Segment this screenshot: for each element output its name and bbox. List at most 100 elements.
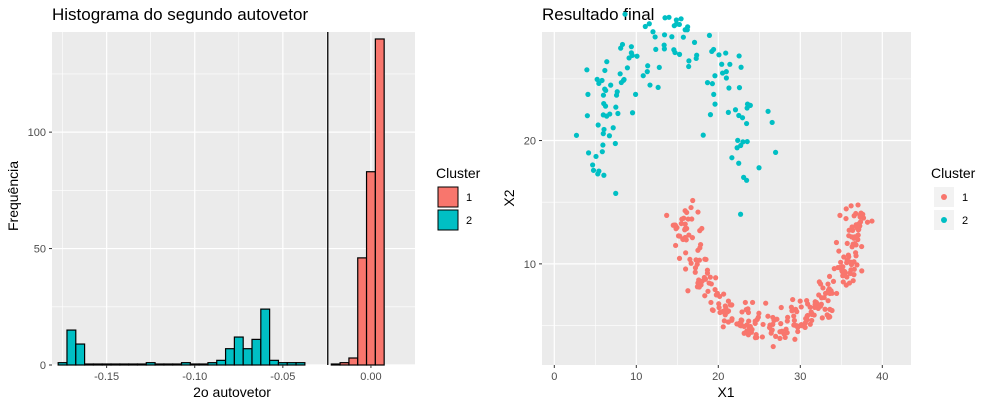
scatter-point: [694, 52, 700, 58]
scatter-point: [601, 126, 607, 133]
scatter-title: Resultado final: [542, 5, 654, 24]
scatter-point: [585, 91, 591, 97]
scatter-point: [716, 52, 722, 58]
scatter-point: [772, 149, 779, 155]
scatter-point: [615, 110, 621, 117]
scatter-point: [812, 301, 818, 308]
scatter-point: [857, 219, 864, 225]
scatter-point: [708, 299, 714, 306]
scatter-point: [719, 61, 725, 67]
scatter-point: [848, 203, 854, 209]
y-tick-label: 100: [28, 127, 46, 139]
scatter-point: [689, 216, 695, 222]
scatter-point: [629, 110, 636, 116]
scatter-point: [590, 162, 596, 168]
scatter-point: [825, 281, 831, 287]
histogram-bar: [295, 362, 306, 366]
scatter-point: [759, 334, 765, 340]
scatter-point: [573, 132, 580, 138]
scatter-point: [795, 328, 801, 335]
histogram-bar: [101, 363, 112, 366]
scatter-point: [602, 86, 608, 92]
histogram-bar: [357, 257, 368, 366]
scatter-point: [797, 298, 803, 304]
scatter-point: [679, 216, 685, 222]
scatter-point: [642, 23, 648, 30]
scatter-point: [819, 315, 825, 321]
scatter-point: [826, 273, 833, 279]
scatter-point: [741, 174, 747, 180]
scatter-point: [655, 84, 661, 91]
scatter-point: [795, 324, 801, 330]
scatter-point: [746, 324, 752, 330]
scatter-point: [606, 133, 613, 139]
scatter-point: [840, 273, 846, 279]
histogram-bar: [110, 363, 121, 366]
histogram-bar: [154, 363, 165, 366]
scatter-point: [608, 82, 614, 88]
scatter-point: [859, 268, 865, 274]
scatter-point: [858, 210, 864, 216]
legend-label-cluster-2: 2: [466, 215, 472, 227]
scatter-point: [584, 113, 590, 119]
scatter-point: [807, 304, 813, 310]
scatter-point: [602, 67, 608, 74]
scatter-point: [590, 167, 597, 173]
scatter-point: [704, 80, 711, 86]
scatter-point: [851, 259, 857, 265]
scatter-point: [784, 330, 790, 336]
scatter-point: [685, 288, 691, 294]
scatter-point: [850, 241, 856, 247]
scatter-point: [604, 59, 610, 65]
scatter-point: [684, 209, 690, 216]
scatter-point: [809, 317, 815, 324]
scatter-point: [610, 125, 616, 131]
scatter-point: [682, 234, 688, 241]
scatter-point: [844, 240, 850, 247]
histogram-bar: [180, 362, 191, 366]
scatter-point: [712, 101, 718, 107]
scatter-point: [692, 269, 698, 275]
x-tick-label: 0: [551, 371, 557, 383]
scatter-point: [706, 32, 713, 39]
scatter-point: [601, 172, 607, 178]
scatter-point: [744, 138, 750, 145]
histogram-bar: [57, 362, 68, 366]
scatter-point: [600, 131, 606, 137]
scatter-point: [686, 58, 692, 64]
histogram-x-axis-title: 2o autovetor: [193, 384, 271, 400]
scatter-point: [640, 73, 646, 79]
scatter-point: [729, 155, 735, 161]
scatter-point: [736, 160, 742, 166]
scatter-point: [844, 260, 850, 266]
scatter-point: [682, 221, 688, 227]
scatter-point: [833, 239, 840, 246]
scatter-point: [827, 314, 833, 320]
scatter-point: [791, 317, 798, 324]
scatter-point: [843, 206, 849, 212]
histogram-bar: [136, 363, 147, 366]
scatter-point: [698, 282, 704, 288]
scatter-point: [785, 314, 791, 320]
histogram-bar: [119, 363, 130, 366]
scatter-point: [843, 215, 849, 222]
scatter-point: [804, 297, 810, 304]
scatter-point: [743, 120, 750, 127]
scatter-legend: Cluster 1 2: [931, 165, 976, 230]
scatter-point: [716, 301, 722, 307]
scatter-point: [846, 254, 852, 260]
x-tick-label: -0.15: [94, 371, 119, 383]
scatter-point: [859, 243, 865, 250]
scatter-point: [732, 107, 739, 113]
scatter-point: [829, 307, 835, 314]
scatter-point: [864, 219, 871, 225]
scatter-point: [687, 256, 693, 263]
histogram-legend-title: Cluster: [436, 165, 481, 181]
scatter-point: [831, 266, 837, 272]
scatter-point: [599, 77, 605, 84]
scatter-point: [734, 145, 740, 151]
histogram-bar: [83, 363, 95, 366]
histogram-bar: [330, 363, 341, 366]
scatter-point: [851, 235, 857, 241]
